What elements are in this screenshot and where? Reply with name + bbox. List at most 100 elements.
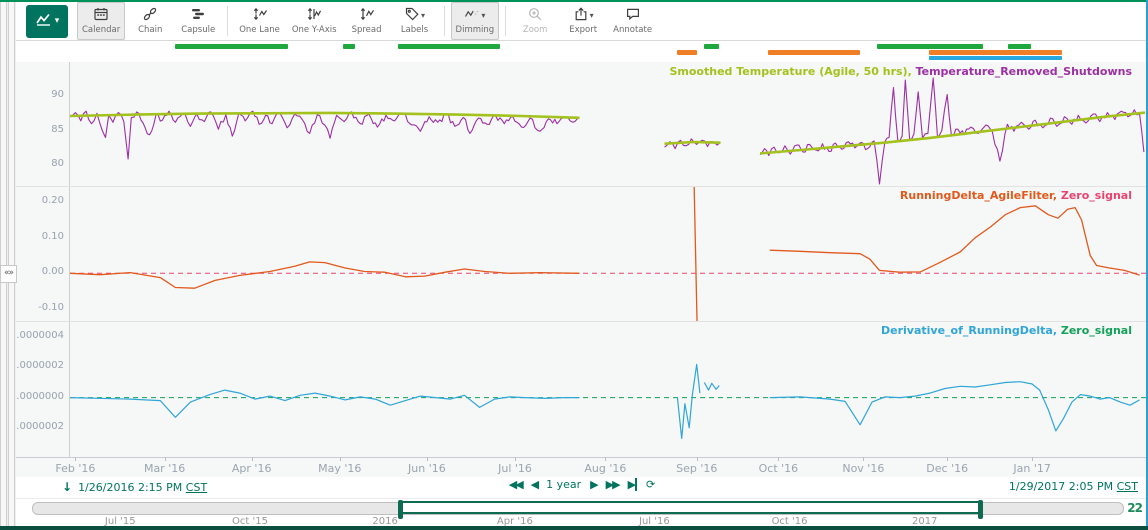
zoom-icon-row xyxy=(527,8,543,24)
temperature-lane[interactable]: 908580Smoothed Temperature (Agile, 50 hr… xyxy=(0,62,1148,186)
toolbar-button-groups: Calendar Chain Capsule One Lane One Y-Axis Sp… xyxy=(76,2,658,40)
export-icon xyxy=(573,6,589,26)
timebar-selected-range[interactable] xyxy=(400,501,980,514)
derivative-of-runningdelta-series xyxy=(704,383,719,391)
chevron-down-icon: ▾ xyxy=(55,16,60,26)
spread-button[interactable]: Spread xyxy=(344,2,390,40)
toolbar-separator xyxy=(505,6,506,36)
export-icon-row: ▾ xyxy=(573,8,594,24)
green-capsule-bar[interactable] xyxy=(398,44,500,49)
blue-capsule-bar[interactable] xyxy=(929,56,1062,61)
chevron-down-icon: ▾ xyxy=(481,11,485,20)
chain-button[interactable]: Chain xyxy=(127,2,173,40)
dimming-label: Dimming xyxy=(456,25,495,35)
range-label: 1 year xyxy=(546,478,581,491)
x-axis-label: Nov '16 xyxy=(833,462,893,475)
chain-label: Chain xyxy=(138,25,162,35)
green-capsule-bar[interactable] xyxy=(175,44,288,49)
one-y-axis-icon xyxy=(306,6,322,26)
x-axis-label: Oct '16 xyxy=(748,462,808,475)
step-back-fast-button[interactable]: ◀◀ xyxy=(509,478,522,491)
annotate-button[interactable]: Annotate xyxy=(608,2,657,40)
x-axis-tick xyxy=(605,457,606,461)
legend-item[interactable]: RunningDelta_AgileFilter, xyxy=(900,189,1057,202)
timebar-expand-icon[interactable]: 22 xyxy=(1127,501,1142,515)
smoothed-temperature-agile-50-hrs--series xyxy=(760,113,1145,154)
calendar-button[interactable]: Calendar xyxy=(77,2,125,40)
one-lane-icon xyxy=(252,6,268,26)
derivative-lane-plot[interactable] xyxy=(0,321,1148,457)
green-capsule-bar[interactable] xyxy=(877,44,982,49)
x-axis-label: Jun '16 xyxy=(397,462,457,475)
green-capsule-bar[interactable] xyxy=(1008,44,1031,49)
one-lane-button[interactable]: One Lane xyxy=(234,2,285,40)
spread-icon-row xyxy=(359,8,375,24)
one-lane-icon-row xyxy=(252,8,268,24)
green-capsule-bar[interactable] xyxy=(343,44,355,49)
x-axis-label: Dec '16 xyxy=(917,462,977,475)
calendar-label: Calendar xyxy=(82,25,120,35)
y-axis-line xyxy=(69,62,70,457)
smoothed-temperature-agile-50-hrs--series xyxy=(665,142,721,144)
x-axis-tick xyxy=(427,457,428,461)
labels-button[interactable]: ▾Labels xyxy=(392,2,438,40)
window-bottom-edge xyxy=(0,526,1148,530)
capsule-icon xyxy=(190,6,206,26)
green-capsule-bar[interactable] xyxy=(704,44,719,49)
legend-item[interactable]: Derivative_of_RunningDelta, xyxy=(881,324,1057,337)
panel-expand-handle[interactable]: «» xyxy=(0,265,17,283)
dimming-icon-row: ▾ xyxy=(464,8,485,24)
x-axis-tick xyxy=(75,457,76,461)
temperature-lane-legend: Smoothed Temperature (Agile, 50 hrs), Te… xyxy=(669,65,1132,78)
toolbar-separator xyxy=(444,6,445,36)
runningdelta-agilefilter-series xyxy=(70,262,580,288)
refresh-button[interactable]: ⟳ xyxy=(646,478,653,491)
annotate-label: Annotate xyxy=(613,25,652,35)
legend-item[interactable]: Temperature_Removed_Shutdowns xyxy=(912,65,1132,78)
dimming-button[interactable]: ▾ Dimming xyxy=(451,2,500,40)
one-y-axis-button[interactable]: One Y-Axis xyxy=(287,2,342,40)
runningdelta-agilefilter-series xyxy=(770,206,1140,275)
trend-chart-icon xyxy=(35,11,53,31)
x-axis-label: Feb '16 xyxy=(45,462,105,475)
x-axis-line xyxy=(16,457,1148,458)
x-axis-label: Apr '16 xyxy=(222,462,282,475)
orange-capsule-bar[interactable] xyxy=(677,50,696,55)
one-y-axis-label: One Y-Axis xyxy=(292,25,337,35)
export-button[interactable]: ▾Export xyxy=(560,2,606,40)
capsule-label: Capsule xyxy=(181,25,215,35)
timebar-end-handle[interactable] xyxy=(978,500,983,519)
calendar-icon-row xyxy=(93,8,109,24)
window-top-accent xyxy=(0,0,1148,2)
step-forward-button[interactable]: ▶ xyxy=(590,478,596,491)
annotate-icon xyxy=(625,6,641,26)
toolbar-separator xyxy=(227,6,228,36)
x-axis-tick xyxy=(1032,457,1033,461)
capsule-timeline-strip xyxy=(16,41,1148,62)
labels-icon-row: ▾ xyxy=(404,8,425,24)
x-axis-label: Aug '16 xyxy=(575,462,635,475)
temperature-lane-plot[interactable] xyxy=(0,62,1148,186)
orange-capsule-bar[interactable] xyxy=(929,50,1062,55)
legend-item[interactable]: Smoothed Temperature (Agile, 50 hrs), xyxy=(669,65,911,78)
derivative-lane[interactable]: 0.00000040.00000020.0000000-0.0000002Der… xyxy=(0,321,1148,457)
trend-view-dropdown-button[interactable]: ▾ xyxy=(26,5,68,38)
derivative-of-runningdelta-series xyxy=(70,390,580,417)
orange-capsule-bar[interactable] xyxy=(768,50,860,55)
step-forward-fast-button[interactable]: ▶▶ xyxy=(606,478,619,491)
display-range-end: 1/29/2017 2:05 PM CST xyxy=(1009,480,1138,493)
smoothed-temperature-agile-50-hrs--series xyxy=(70,113,580,118)
one-y-axis-icon-row xyxy=(306,8,322,24)
running-delta-lane[interactable]: 0.200.100.00-0.10RunningDelta_AgileFilte… xyxy=(0,186,1148,321)
x-axis-label: Jul '16 xyxy=(485,462,545,475)
end-timezone-link[interactable]: CST xyxy=(1117,480,1138,493)
step-to-end-button[interactable]: ▶ xyxy=(628,478,637,491)
running-delta-lane-plot[interactable] xyxy=(0,186,1148,321)
step-back-button[interactable]: ◀ xyxy=(531,478,537,491)
investigate-timebar: Jul '15Oct '152016Apr '16Jul '16Oct '162… xyxy=(16,498,1148,527)
spread-label: Spread xyxy=(352,25,382,35)
x-axis-label: May '16 xyxy=(310,462,370,475)
capsule-button[interactable]: Capsule xyxy=(175,2,221,40)
legend-item[interactable]: Zero_signal xyxy=(1057,324,1132,337)
legend-item[interactable]: Zero_signal xyxy=(1057,189,1132,202)
